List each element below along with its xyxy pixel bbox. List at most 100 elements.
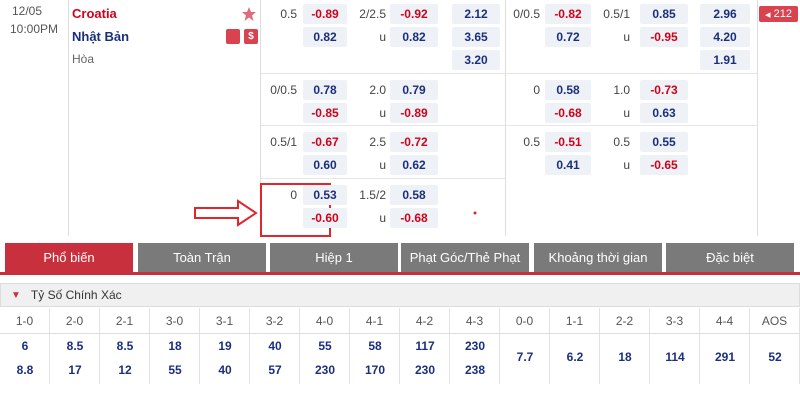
total-line: 1.5/2 (359, 188, 386, 202)
under-label: u (379, 158, 386, 172)
stats-icon[interactable] (226, 29, 240, 44)
total-odds[interactable]: 0.79 (390, 80, 438, 100)
divider (68, 0, 69, 236)
under-label: u (623, 30, 630, 44)
divider (757, 0, 758, 236)
score-odds[interactable]: 238 (464, 363, 486, 377)
handicap-odds[interactable]: -0.82 (545, 4, 591, 24)
divider (260, 0, 261, 236)
total-odds[interactable]: -0.65 (640, 155, 688, 175)
score-odds[interactable]: 40 (268, 339, 282, 353)
total-odds[interactable]: 0.62 (390, 155, 438, 175)
handicap-odds[interactable]: 0.41 (545, 155, 591, 175)
score-odds[interactable]: 57 (268, 363, 282, 377)
score-odds[interactable]: 12 (118, 363, 132, 377)
1x2-odds[interactable]: 3.65 (452, 27, 500, 47)
1x2-odds[interactable]: 1.91 (700, 50, 750, 70)
col-divider (149, 334, 150, 384)
handicap-odds[interactable]: 0.72 (545, 27, 591, 47)
score-odds[interactable]: 117 (415, 339, 435, 353)
1x2-odds[interactable]: 2.12 (452, 4, 500, 24)
total-odds[interactable]: -0.73 (640, 80, 688, 100)
handicap-odds[interactable]: 0.58 (545, 80, 591, 100)
handicap-odds[interactable]: 0.60 (303, 155, 347, 175)
col-divider (649, 334, 650, 384)
col-divider (499, 334, 500, 384)
col-divider (99, 334, 100, 384)
handicap-line: 0.5/1 (270, 135, 297, 149)
tab[interactable]: Toàn Trận (138, 243, 266, 272)
handicap-line: 0.5 (523, 135, 540, 149)
total-odds[interactable]: -0.68 (390, 208, 438, 228)
score-odds[interactable]: 18 (618, 350, 632, 364)
total-odds[interactable]: -0.89 (390, 103, 438, 123)
1x2-odds[interactable]: 4.20 (700, 27, 750, 47)
handicap-odds[interactable]: 0.78 (303, 80, 347, 100)
total-line: 2.5 (369, 135, 386, 149)
score-odds[interactable]: 19 (218, 339, 232, 353)
score-odds[interactable]: 170 (364, 363, 386, 377)
handicap-odds[interactable]: -0.85 (303, 103, 347, 123)
tab[interactable]: Đặc biệt (666, 243, 794, 272)
score-odds[interactable]: 230 (414, 363, 436, 377)
handicap-line: 0/0.5 (513, 7, 540, 21)
tab[interactable]: Phổ biến (5, 243, 133, 272)
handicap-odds[interactable]: -0.51 (545, 132, 591, 152)
total-odds[interactable]: 0.85 (640, 4, 688, 24)
1x2-odds[interactable]: 2.96 (700, 4, 750, 24)
score-odds[interactable]: 291 (714, 350, 736, 364)
score-odds[interactable]: 17 (68, 363, 82, 377)
score-odds[interactable]: 6.2 (566, 350, 584, 364)
score-odds[interactable]: 230 (464, 339, 486, 353)
tab[interactable]: Hiệp 1 (270, 243, 398, 272)
score-odds[interactable]: 8.5 (116, 339, 134, 353)
total-odds[interactable]: 0.63 (640, 103, 688, 123)
1x2-odds[interactable]: 3.20 (452, 50, 500, 70)
handicap-odds[interactable]: -0.67 (303, 132, 347, 152)
score-odds[interactable]: 18 (168, 339, 182, 353)
score-odds[interactable]: 8.5 (66, 339, 84, 353)
score-odds[interactable]: 52 (768, 350, 782, 364)
score-label: 4-1 (350, 308, 400, 333)
total-line: 0.5 (613, 135, 630, 149)
tab-underline (0, 272, 800, 275)
favorite-star[interactable] (241, 6, 257, 22)
score-label: 3-1 (200, 308, 250, 333)
total-odds[interactable]: 0.55 (640, 132, 688, 152)
under-label: u (623, 106, 630, 120)
total-odds[interactable]: 0.58 (390, 185, 438, 205)
score-label: 0-0 (500, 308, 550, 333)
tab[interactable]: Phạt Góc/Thẻ Phạt (401, 243, 529, 272)
total-odds[interactable]: 0.82 (390, 27, 438, 47)
total-odds[interactable]: -0.95 (640, 27, 688, 47)
section-header[interactable]: ▼ Tỷ Số Chính Xác (0, 283, 800, 307)
score-odds[interactable]: 55 (168, 363, 182, 377)
score-odds[interactable]: 6 (21, 339, 29, 353)
total-odds[interactable]: -0.92 (390, 4, 438, 24)
score-odds[interactable]: 230 (314, 363, 336, 377)
score-odds[interactable]: 40 (218, 363, 232, 377)
score-odds[interactable]: 114 (665, 350, 685, 364)
under-label: u (379, 30, 386, 44)
handicap-odds[interactable]: -0.89 (303, 4, 347, 24)
group-divider (261, 125, 505, 126)
under-label: u (379, 106, 386, 120)
more-bets[interactable]: ◂ 212 (759, 6, 798, 22)
home-team: Croatia (72, 6, 117, 21)
handicap-odds[interactable]: 0.53 (303, 185, 347, 205)
match-time: 10:00PM (10, 22, 59, 36)
score-label: 1-0 (0, 308, 50, 333)
score-odds[interactable]: 58 (368, 339, 382, 353)
tab[interactable]: Khoảng thời gian (534, 243, 662, 272)
handicap-odds[interactable]: -0.68 (545, 103, 591, 123)
total-odds[interactable]: -0.72 (390, 132, 438, 152)
score-label: 2-0 (50, 308, 100, 333)
handicap-odds[interactable]: 0.82 (303, 27, 347, 47)
score-odds[interactable]: 8.8 (16, 363, 34, 377)
score-odds[interactable]: 7.7 (516, 350, 534, 364)
score-label: 4-4 (700, 308, 750, 333)
score-label: 2-1 (100, 308, 150, 333)
score-label: 3-3 (650, 308, 700, 333)
handicap-odds[interactable]: -0.60 (303, 208, 347, 228)
score-odds[interactable]: 55 (318, 339, 332, 353)
